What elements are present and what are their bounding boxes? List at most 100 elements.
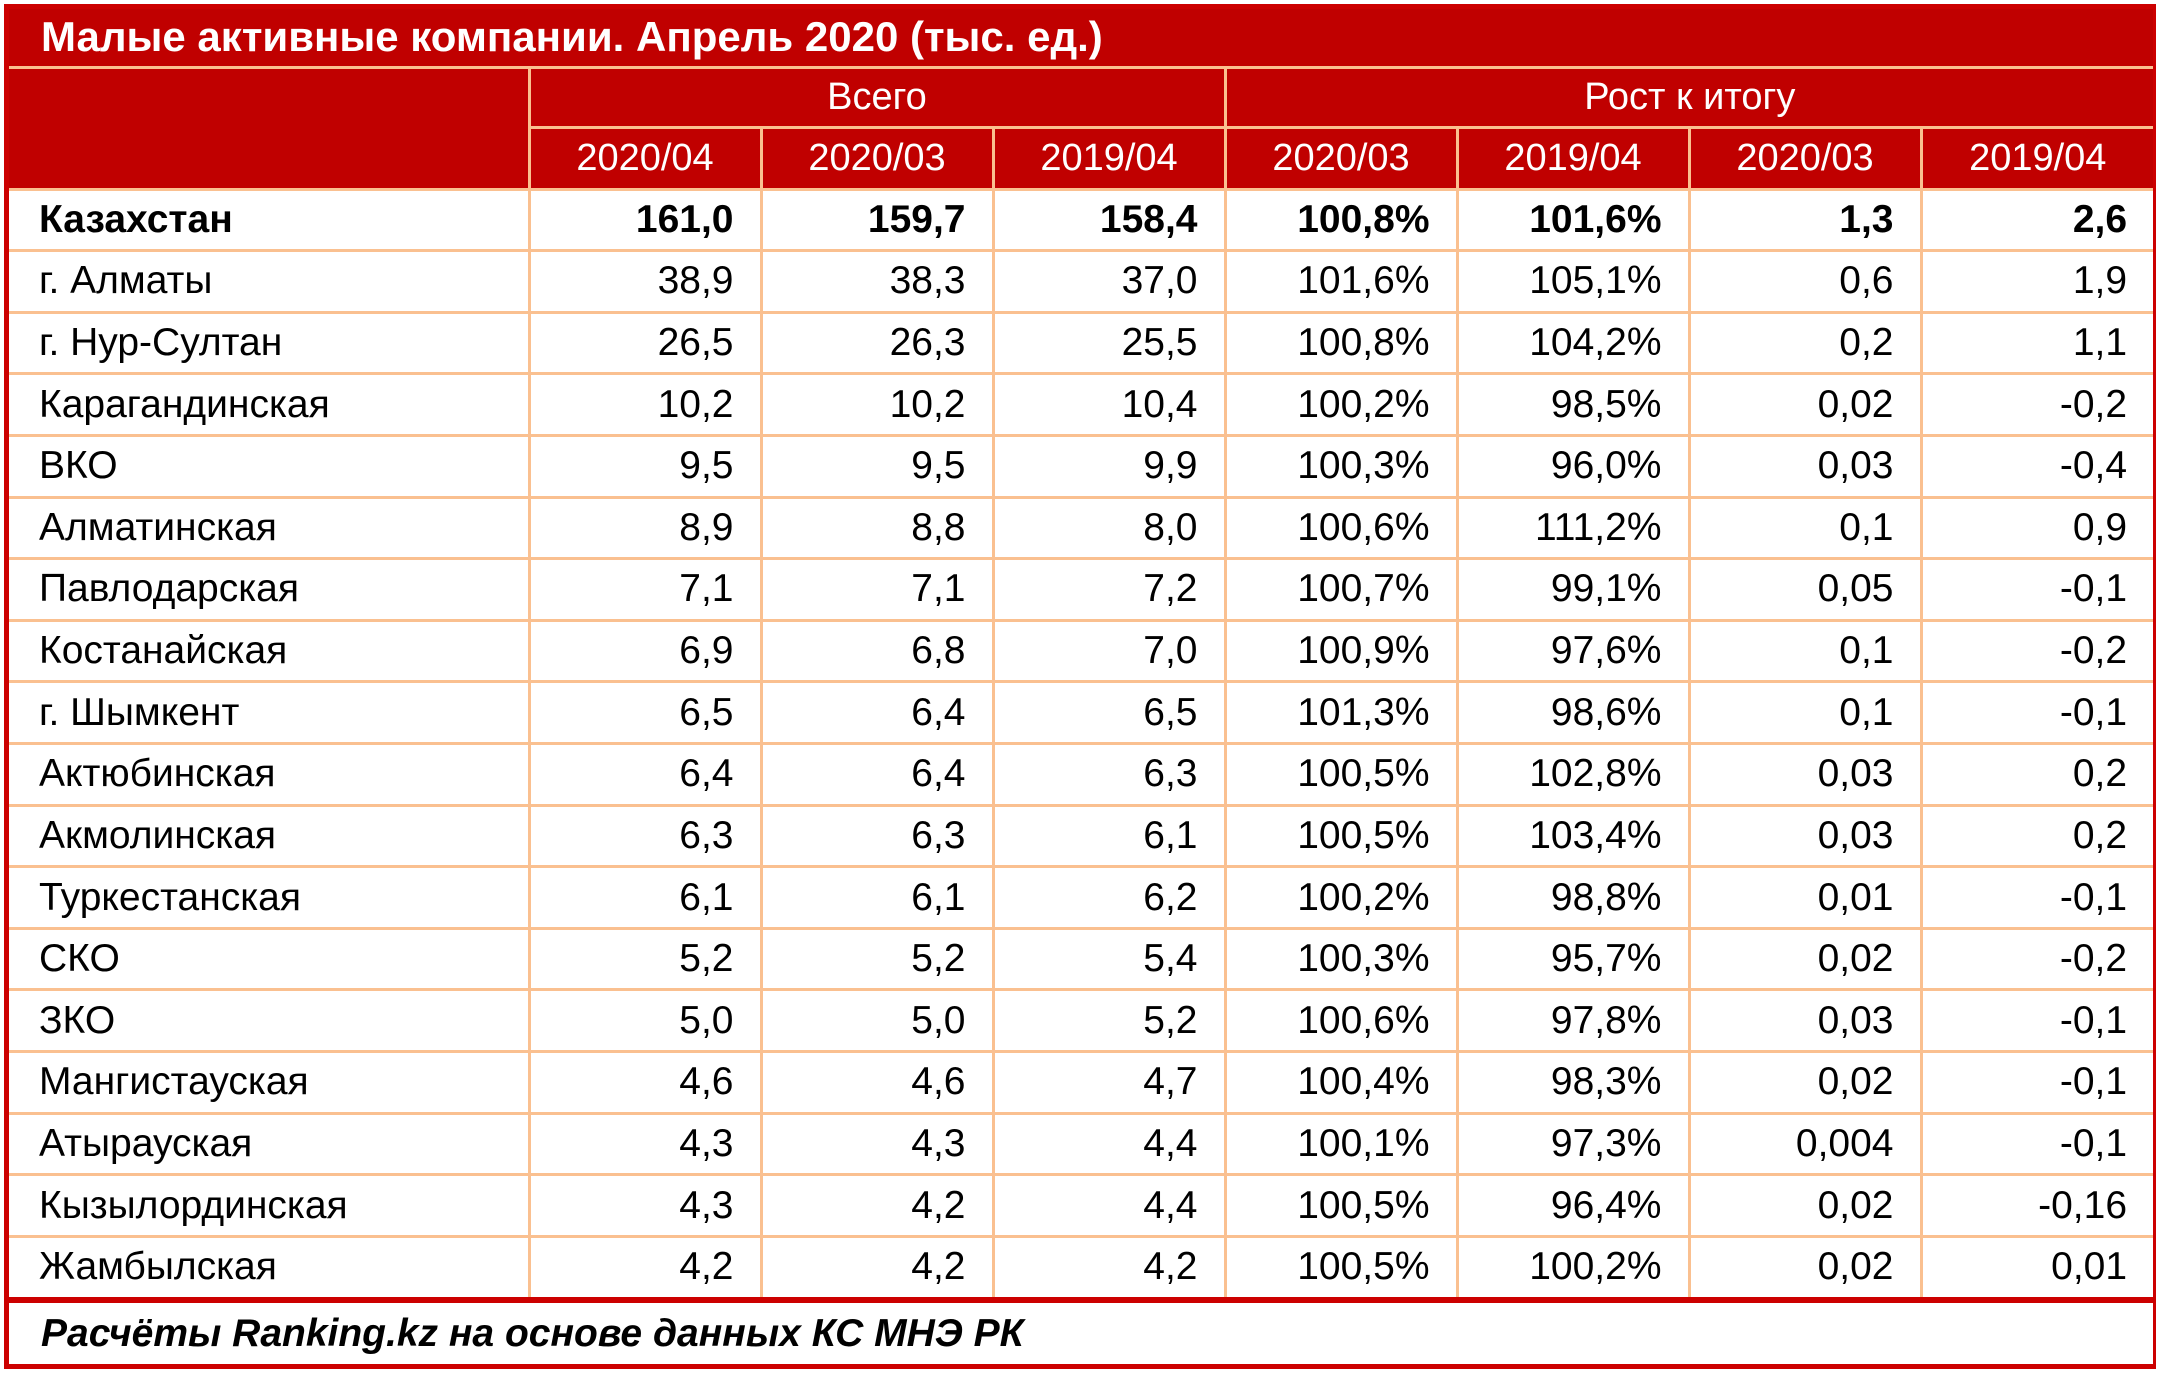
- region-cell: Акмолинская: [7, 803, 531, 869]
- value-cell-total-2020-03: 26,3: [759, 310, 995, 376]
- value-cell-growth-pct-2019-04: 101,6%: [1455, 187, 1691, 253]
- value-cell-total-2020-04: 26,5: [527, 310, 763, 376]
- value-cell-growth-pct-2020-03: 100,6%: [1223, 988, 1459, 1054]
- table-row: Павлодарская 7,1 7,1 7,2 100,7% 99,1% 0,…: [7, 557, 2155, 622]
- value-cell-growth-pct-2019-04: 98,8%: [1455, 865, 1691, 930]
- value-cell-total-2020-03: 6,3: [759, 803, 995, 869]
- value-cell-total-2019-04: 6,3: [991, 741, 1227, 807]
- value-cell-total-2020-03: 10,2: [759, 372, 995, 437]
- region-cell: Павлодарская: [7, 557, 531, 622]
- value-cell-growth-pct-2019-04: 98,3%: [1455, 1050, 1691, 1115]
- value-cell-growth-pct-2020-03: 100,6%: [1223, 495, 1459, 561]
- value-cell-growth-abs-2020-03: 0,02: [1687, 1050, 1923, 1115]
- column-header-growth-pct-2019-04: 2019/04: [1455, 125, 1691, 191]
- value-cell-growth-abs-2020-03: 0,03: [1687, 433, 1923, 499]
- value-cell-growth-abs-2020-03: 0,02: [1687, 1173, 1923, 1238]
- value-cell-growth-abs-2019-04: -0,2: [1919, 372, 2155, 437]
- value-cell-growth-pct-2020-03: 101,6%: [1223, 249, 1459, 314]
- value-cell-growth-pct-2020-03: 100,5%: [1223, 803, 1459, 869]
- region-cell: Актюбинская: [7, 741, 531, 807]
- value-cell-total-2020-04: 10,2: [527, 372, 763, 437]
- value-cell-growth-abs-2019-04: -0,16: [1919, 1173, 2155, 1238]
- value-cell-growth-pct-2020-03: 100,9%: [1223, 618, 1459, 684]
- table-frame: Малые активные компании. Апрель 2020 (ты…: [4, 4, 2156, 1369]
- year-header-row: 2020/04 2020/03 2019/04 2020/03 2019/04 …: [9, 125, 2155, 191]
- value-cell-growth-pct-2020-03: 100,8%: [1223, 310, 1459, 376]
- value-cell-total-2020-03: 7,1: [759, 557, 995, 622]
- value-cell-growth-pct-2020-03: 100,5%: [1223, 1173, 1459, 1238]
- source-note: Расчёты Ranking.kz на основе данных КС М…: [9, 1297, 2154, 1364]
- table-row: г. Нур-Султан 26,5 26,3 25,5 100,8% 104,…: [7, 310, 2155, 376]
- value-cell-growth-abs-2019-04: -0,1: [1919, 557, 2155, 622]
- value-cell-growth-abs-2019-04: 1,9: [1919, 249, 2155, 314]
- region-cell: Алматинская: [7, 495, 531, 561]
- value-cell-growth-pct-2019-04: 100,2%: [1455, 1234, 1691, 1302]
- value-cell-total-2019-04: 4,4: [991, 1111, 1227, 1177]
- value-cell-total-2020-03: 4,2: [759, 1173, 995, 1238]
- value-cell-growth-pct-2019-04: 98,5%: [1455, 372, 1691, 437]
- region-cell: ЗКО: [7, 988, 531, 1054]
- group-header-total: Всего: [527, 65, 1227, 129]
- regions-data-table: Малые активные компании. Апрель 2020 (ты…: [7, 7, 2155, 1364]
- column-header-total-2020-04: 2020/04: [527, 125, 763, 191]
- value-cell-total-2019-04: 8,0: [991, 495, 1227, 561]
- value-cell-growth-abs-2020-03: 0,004: [1687, 1111, 1923, 1177]
- value-cell-growth-pct-2019-04: 102,8%: [1455, 741, 1691, 807]
- value-cell-total-2020-04: 6,9: [527, 618, 763, 684]
- table-row: Туркестанская 6,1 6,1 6,2 100,2% 98,8% 0…: [7, 865, 2155, 930]
- value-cell-growth-abs-2019-04: 0,01: [1919, 1234, 2155, 1302]
- value-cell-growth-abs-2019-04: -0,1: [1919, 680, 2155, 745]
- value-cell-total-2019-04: 7,0: [991, 618, 1227, 684]
- value-cell-total-2020-04: 6,3: [527, 803, 763, 869]
- value-cell-total-2019-04: 9,9: [991, 433, 1227, 499]
- table-row: ЗКО 5,0 5,0 5,2 100,6% 97,8% 0,03 -0,1: [7, 988, 2155, 1054]
- table-body: Казахстан 161,0 159,7 158,4 100,8% 101,6…: [7, 187, 2155, 1302]
- table-row: Атырауская 4,3 4,3 4,4 100,1% 97,3% 0,00…: [7, 1111, 2155, 1177]
- value-cell-growth-pct-2019-04: 99,1%: [1455, 557, 1691, 622]
- value-cell-total-2020-03: 4,2: [759, 1234, 995, 1302]
- value-cell-total-2020-03: 5,2: [759, 926, 995, 992]
- value-cell-total-2020-03: 9,5: [759, 433, 995, 499]
- value-cell-growth-pct-2019-04: 96,0%: [1455, 433, 1691, 499]
- value-cell-total-2019-04: 6,1: [991, 803, 1227, 869]
- table-row: Мангистауская 4,6 4,6 4,7 100,4% 98,3% 0…: [7, 1050, 2155, 1115]
- value-cell-growth-pct-2019-04: 111,2%: [1455, 495, 1691, 561]
- value-cell-total-2020-04: 5,0: [527, 988, 763, 1054]
- value-cell-total-2020-04: 6,1: [527, 865, 763, 930]
- value-cell-growth-abs-2019-04: 0,2: [1919, 741, 2155, 807]
- value-cell-growth-abs-2020-03: 0,1: [1687, 618, 1923, 684]
- value-cell-growth-abs-2019-04: -0,1: [1919, 1111, 2155, 1177]
- value-cell-growth-abs-2019-04: 1,1: [1919, 310, 2155, 376]
- value-cell-growth-pct-2019-04: 96,4%: [1455, 1173, 1691, 1238]
- value-cell-total-2020-04: 4,3: [527, 1173, 763, 1238]
- group-header-row: Всего Рост к итогу: [7, 65, 2155, 191]
- value-cell-growth-abs-2020-03: 0,6: [1687, 249, 1923, 314]
- value-cell-growth-pct-2019-04: 103,4%: [1455, 803, 1691, 869]
- value-cell-growth-abs-2020-03: 0,1: [1687, 495, 1923, 561]
- column-header-growth-abs-2020-03: 2020/03: [1687, 125, 1923, 191]
- value-cell-total-2020-04: 9,5: [527, 433, 763, 499]
- region-cell: СКО: [7, 926, 531, 992]
- title-row: Малые активные компании. Апрель 2020 (ты…: [7, 7, 2155, 69]
- table-row: Акмолинская 6,3 6,3 6,1 100,5% 103,4% 0,…: [7, 803, 2155, 869]
- column-header-growth-pct-2020-03: 2020/03: [1223, 125, 1459, 191]
- value-cell-growth-abs-2019-04: 0,9: [1919, 495, 2155, 561]
- region-cell: ВКО: [7, 433, 531, 499]
- value-cell-total-2020-03: 8,8: [759, 495, 995, 561]
- value-cell-total-2019-04: 37,0: [991, 249, 1227, 314]
- value-cell-growth-abs-2020-03: 1,3: [1687, 187, 1923, 253]
- value-cell-total-2020-04: 4,2: [527, 1234, 763, 1302]
- value-cell-total-2020-04: 38,9: [527, 249, 763, 314]
- table-row: г. Шымкент 6,5 6,4 6,5 101,3% 98,6% 0,1 …: [7, 680, 2155, 745]
- value-cell-growth-abs-2019-04: -0,1: [1919, 1050, 2155, 1115]
- value-cell-total-2020-04: 5,2: [527, 926, 763, 992]
- value-cell-growth-pct-2020-03: 100,2%: [1223, 865, 1459, 930]
- region-cell: Кызылординская: [7, 1173, 531, 1238]
- column-header-total-2020-03: 2020/03: [759, 125, 995, 191]
- value-cell-growth-abs-2020-03: 0,03: [1687, 988, 1923, 1054]
- value-cell-growth-abs-2019-04: -0,1: [1919, 865, 2155, 930]
- region-cell: Мангистауская: [7, 1050, 531, 1115]
- value-cell-growth-abs-2019-04: -0,4: [1919, 433, 2155, 499]
- value-cell-growth-pct-2020-03: 100,4%: [1223, 1050, 1459, 1115]
- value-cell-growth-pct-2019-04: 104,2%: [1455, 310, 1691, 376]
